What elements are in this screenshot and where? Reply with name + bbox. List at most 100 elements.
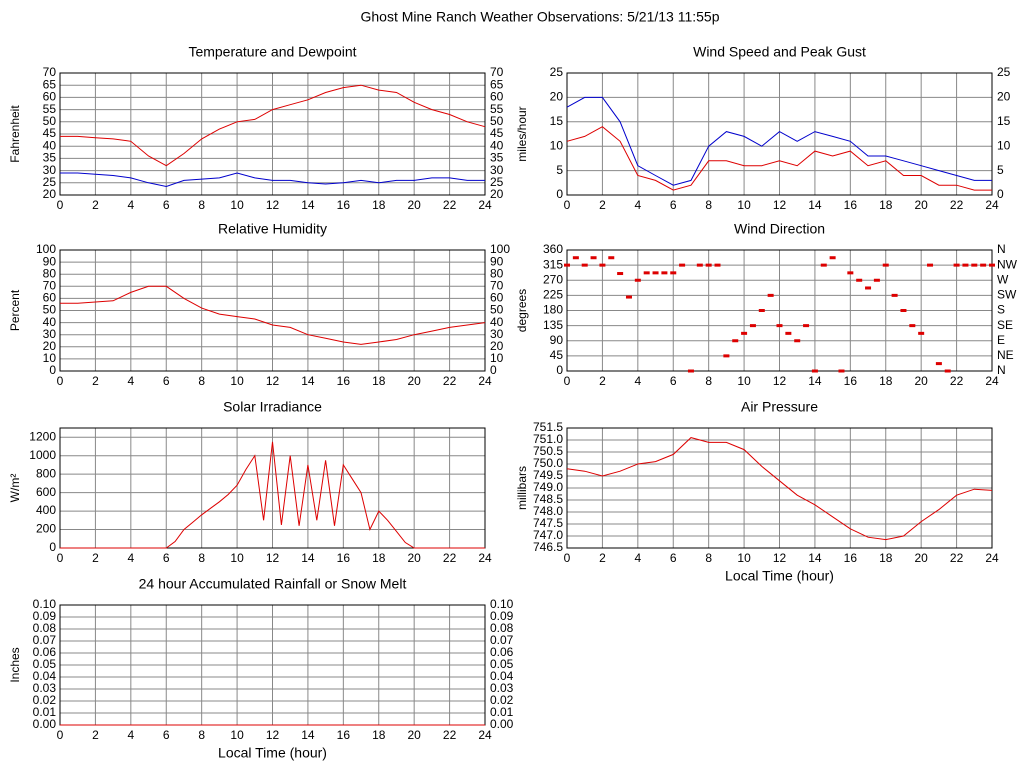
x-tick-label: 20 (407, 374, 421, 388)
y-tick-label-right: 0 (997, 187, 1004, 201)
x-tick-label: 18 (372, 374, 386, 388)
y-tick-label-right: 35 (490, 151, 504, 165)
x-tick-label: 0 (57, 551, 64, 565)
x-tick-label: 4 (127, 374, 134, 388)
y-tick-label-right: 0.02 (490, 693, 514, 707)
x-tick-label: 4 (634, 374, 641, 388)
y-tick-label: 1200 (29, 429, 56, 443)
y-tick-label: 0 (49, 540, 56, 554)
point (935, 362, 942, 366)
y2-tick-label: N (997, 363, 1006, 377)
point (865, 286, 872, 290)
x-tick-label: 16 (337, 728, 351, 742)
point (643, 271, 650, 275)
y-tick-label: 0.01 (33, 705, 57, 719)
y-tick-label: 0.05 (33, 657, 57, 671)
point (980, 263, 987, 267)
x-axis-label: Local Time (hour) (725, 568, 834, 584)
y-tick-label: 748.0 (533, 504, 563, 518)
y-tick-label-right: 0.04 (490, 669, 514, 683)
point (829, 256, 836, 260)
y-tick-label: 135 (543, 318, 563, 332)
point (670, 271, 677, 275)
point (927, 263, 934, 267)
y-tick-label-right: 5 (997, 163, 1004, 177)
x-tick-label: 18 (879, 198, 893, 212)
plot-frame (566, 249, 993, 372)
y-tick-label: 270 (543, 272, 563, 286)
x-tick-label: 16 (337, 374, 351, 388)
x-tick-label: 6 (163, 728, 170, 742)
x-tick-label: 18 (372, 551, 386, 565)
x-tick-label: 10 (230, 198, 244, 212)
y-tick-label: 0.02 (33, 693, 57, 707)
point (767, 293, 774, 297)
point (732, 339, 739, 343)
x-tick-label: 4 (127, 551, 134, 565)
y-tick-label-right: 65 (490, 77, 504, 91)
y-tick-label: 400 (36, 503, 56, 517)
point (581, 263, 588, 267)
x-tick-label: 10 (737, 198, 751, 212)
y-axis-label: millibars (515, 466, 529, 510)
y-tick-label-right: 70 (490, 278, 504, 292)
x-tick-label: 8 (705, 374, 712, 388)
point (944, 369, 951, 373)
y-tick-label-right: 0.07 (490, 633, 514, 647)
point (599, 263, 606, 267)
panel-title: Air Pressure (741, 399, 818, 415)
x-tick-label: 22 (950, 198, 964, 212)
y-tick-label: 25 (550, 65, 564, 79)
y-tick-label-right: 30 (490, 327, 504, 341)
series-line (566, 437, 993, 541)
series-line (566, 96, 992, 186)
point (661, 271, 668, 275)
x-tick-label: 20 (914, 198, 928, 212)
point (652, 271, 659, 275)
point (723, 354, 730, 358)
y-tick-label: 180 (543, 303, 563, 317)
y-tick-label: 1000 (29, 448, 56, 462)
y-tick-label-right: 80 (490, 266, 504, 280)
point (820, 263, 827, 267)
y2-tick-label: W (997, 272, 1009, 286)
y-tick-label: 70 (43, 278, 57, 292)
y-tick-label: 45 (550, 348, 564, 362)
point (687, 369, 694, 373)
x-tick-label: 24 (478, 374, 492, 388)
point (794, 339, 801, 343)
y-tick-label-right: 20 (490, 339, 504, 353)
x-tick-label: 12 (773, 374, 787, 388)
point (856, 278, 863, 282)
y-tick-label: 747.5 (533, 516, 563, 530)
point (634, 278, 641, 282)
y-tick-label: 0.08 (33, 621, 57, 635)
y-tick-label-right: 20 (997, 90, 1011, 104)
x-tick-label: 2 (599, 374, 606, 388)
y-tick-label-right: 0 (490, 363, 497, 377)
x-tick-label: 8 (198, 374, 205, 388)
y-tick-label-right: 0.10 (490, 597, 514, 611)
y-tick-label-right: 15 (997, 114, 1011, 128)
point (838, 369, 845, 373)
y-axis-label: Inches (8, 647, 22, 682)
x-tick-label: 22 (443, 198, 457, 212)
x-tick-label: 14 (808, 374, 822, 388)
y-axis-label: Percent (8, 289, 22, 331)
panel-title: 24 hour Accumulated Rainfall or Snow Mel… (139, 576, 407, 592)
y-tick-label: 90 (43, 254, 57, 268)
x-tick-label: 20 (407, 198, 421, 212)
y-tick-label: 749.5 (533, 468, 563, 482)
x-tick-label: 12 (266, 551, 280, 565)
y-tick-label-right: 60 (490, 90, 504, 104)
y2-tick-label: NW (997, 257, 1018, 271)
x-tick-label: 14 (808, 551, 822, 565)
x-tick-label: 0 (564, 551, 571, 565)
y-tick-label: 749.0 (533, 480, 563, 494)
y-tick-label: 748.5 (533, 492, 563, 506)
y-tick-label: 20 (550, 90, 564, 104)
plot-frame (566, 427, 993, 549)
